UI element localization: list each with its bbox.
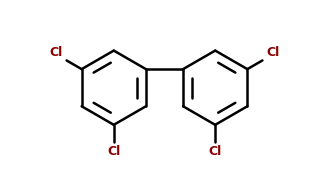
Text: Cl: Cl [209, 145, 222, 157]
Text: Cl: Cl [266, 46, 280, 59]
Text: Cl: Cl [49, 46, 63, 59]
Text: Cl: Cl [107, 145, 120, 157]
